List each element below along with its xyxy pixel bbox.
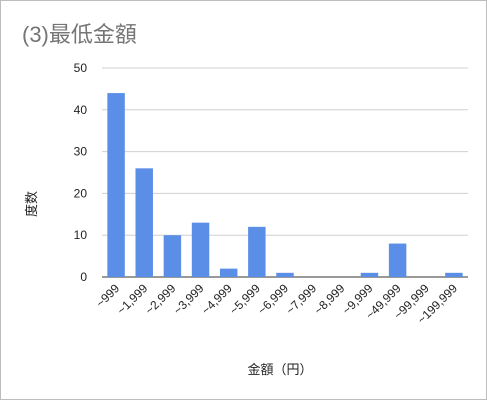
x-axis-title: 金額（円） [247, 362, 312, 378]
x-tick-label: ~6,999 [255, 281, 291, 317]
y-axis-title: 度数 [24, 191, 40, 217]
y-tick-label: 40 [74, 103, 88, 117]
x-tick-label: ~5,999 [227, 281, 263, 317]
bar [107, 93, 125, 277]
bar [191, 222, 210, 277]
bar [360, 272, 379, 277]
x-tick-label: ~4,999 [199, 281, 235, 317]
x-tick-label: ~1,999 [114, 281, 150, 317]
bar [163, 235, 182, 277]
x-tick-label: ~2,999 [142, 281, 178, 317]
bar [219, 268, 238, 277]
bar [445, 272, 463, 277]
bars [107, 93, 463, 277]
bar [248, 226, 266, 277]
y-tick-label: 0 [80, 270, 87, 284]
bar [135, 168, 153, 277]
y-tick-label: 50 [74, 61, 88, 75]
y-axis-ticks: 0 10 20 30 40 50 [74, 61, 88, 284]
x-axis-ticks: ~999~1,999~2,999~3,999~4,999~5,999~6,999… [93, 281, 460, 327]
y-tick-label: 20 [74, 186, 88, 200]
bar [388, 243, 407, 277]
x-tick-label: ~3,999 [171, 281, 207, 317]
gridlines [102, 67, 468, 278]
bar [276, 272, 294, 277]
y-tick-label: 10 [74, 228, 88, 242]
y-tick-label: 30 [74, 145, 88, 159]
chart-title: (3)最低金額 [22, 22, 137, 47]
x-tick-label: ~7,999 [283, 281, 319, 317]
x-tick-label: ~8,999 [311, 281, 347, 317]
